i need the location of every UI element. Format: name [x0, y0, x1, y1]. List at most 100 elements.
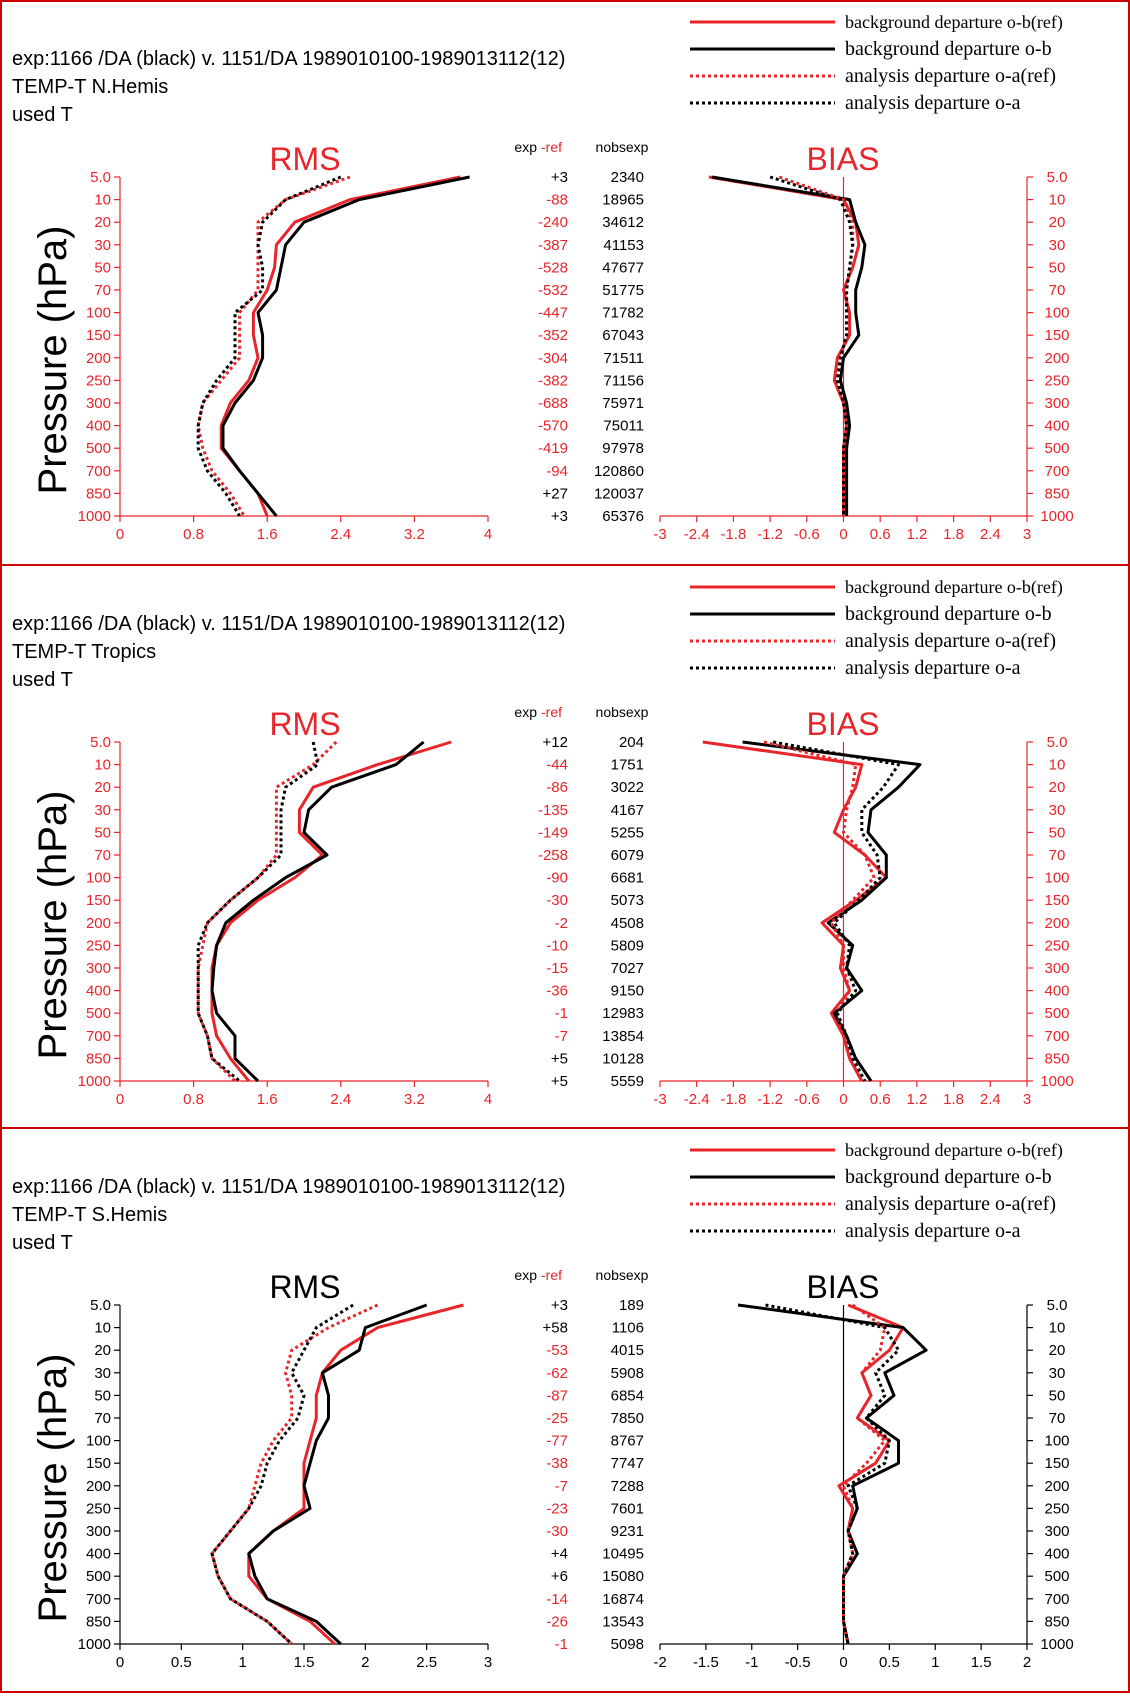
rms-y-tick-label: 700 [86, 1591, 111, 1608]
bias-y-tick-label: 250 [1044, 1500, 1069, 1517]
bias-y-tick-label: 70 [1049, 282, 1066, 299]
exp-ref-diff: -532 [538, 282, 568, 299]
exp-ref-diff: +3 [551, 169, 568, 186]
exp-ref-diff: -88 [546, 192, 568, 209]
rms-y-tick-label: 20 [94, 1342, 111, 1359]
bias-y-tick-label: 50 [1049, 824, 1066, 841]
rms-x-tick-label: 1.5 [294, 1654, 315, 1671]
rms-title: RMS [269, 141, 340, 177]
rms-series-1 [247, 1303, 464, 1646]
rms-y-tick-label: 100 [86, 870, 111, 887]
bias-series-2 [742, 740, 922, 1082]
bias-series-4 [772, 740, 900, 1082]
nobs-value: 10128 [602, 1050, 644, 1067]
nobs-header: nobsexp [596, 1267, 649, 1283]
nobs-value: 7601 [611, 1500, 644, 1517]
bias-y-tick-label: 5.0 [1047, 169, 1068, 186]
rms-y-tick-label: 100 [86, 1433, 111, 1450]
bias-x-tick-label: -0.6 [794, 526, 820, 543]
bias-series-2 [711, 175, 867, 516]
exp-ref-diff: +27 [543, 485, 568, 502]
rms-y-tick-label: 30 [94, 802, 111, 819]
bias-x-tick-label: 1.2 [906, 526, 927, 543]
rms-series-2 [221, 175, 470, 517]
exp-ref-diff: -258 [538, 847, 568, 864]
bias-y-tick-label: 500 [1044, 1568, 1069, 1585]
rms-series-2 [247, 1303, 428, 1646]
nobs-value: 189 [619, 1297, 644, 1314]
nobs-value: 5908 [611, 1365, 644, 1382]
bias-y-tick-label: 400 [1044, 418, 1069, 435]
bias-series-3 [763, 740, 876, 1082]
bias-x-tick-label: 0.5 [879, 1654, 900, 1671]
bias-y-tick-label: 30 [1049, 802, 1066, 819]
bias-x-tick-label: -1.5 [693, 1654, 719, 1671]
rms-series-4 [196, 175, 342, 517]
nobs-value: 16874 [602, 1591, 644, 1608]
nobs-value: 41153 [603, 237, 644, 254]
bias-x-tick-label: 1.8 [943, 526, 964, 543]
nobs-value: 10495 [602, 1546, 644, 1563]
panel-note: used T [12, 1232, 73, 1254]
rms-title: RMS [269, 706, 340, 742]
rms-y-tick-label: 400 [86, 1546, 111, 1563]
bias-y-tick-label: 200 [1044, 915, 1069, 932]
panel-title: exp:1166 /DA (black) v. 1151/DA 19890101… [12, 613, 565, 635]
nobs-value: 6079 [611, 847, 644, 864]
exp-ref-diff: -419 [538, 440, 568, 457]
rms-y-tick-label: 300 [86, 395, 111, 412]
legend-label-4: analysis departure o-a [845, 92, 1021, 114]
exp-ref-diff: -2 [555, 915, 568, 932]
panel-subtitle: TEMP-T N.Hemis [12, 76, 168, 98]
bias-x-tick-label: 0.6 [870, 1091, 891, 1108]
panel-title: exp:1166 /DA (black) v. 1151/DA 19890101… [12, 1176, 565, 1198]
bias-series-3 [842, 1303, 887, 1645]
bias-x-tick-label: -3 [653, 1091, 666, 1108]
legend-label-2: background departure o-b [845, 38, 1052, 60]
bias-title: BIAS [807, 141, 880, 177]
nobs-value: 71782 [602, 305, 644, 322]
legend-label-4: analysis departure o-a [845, 657, 1021, 679]
exp-ref-diff: -1 [555, 1005, 568, 1022]
exp-ref-diff: -94 [546, 463, 568, 480]
bias-y-tick-label: 1000 [1040, 1636, 1073, 1653]
bias-x-tick-label: 2 [1023, 1654, 1031, 1671]
panel-title: exp:1166 /DA (black) v. 1151/DA 19890101… [12, 48, 565, 70]
exp-ref-diff: -382 [538, 372, 568, 389]
exp-ref-diff: -36 [546, 983, 568, 1000]
exp-ref-diff: -86 [546, 779, 568, 796]
legend-label-1: background departure o-b(ref) [845, 1140, 1063, 1161]
rms-y-tick-label: 250 [86, 937, 111, 954]
nobs-value: 7850 [611, 1410, 644, 1427]
bias-y-tick-label: 10 [1049, 757, 1066, 774]
rms-y-tick-label: 10 [94, 757, 111, 774]
bias-x-tick-label: -0.5 [785, 1654, 811, 1671]
bias-y-tick-label: 30 [1049, 237, 1066, 254]
bias-y-tick-label: 10 [1049, 1320, 1066, 1337]
rms-x-tick-label: 0 [116, 526, 124, 543]
rms-x-tick-label: 4 [484, 1091, 492, 1108]
bias-x-tick-label: -1 [745, 1654, 758, 1671]
legend-label-2: background departure o-b [845, 603, 1052, 625]
rms-x-tick-label: 0 [116, 1654, 124, 1671]
nobs-value: 9150 [611, 983, 644, 1000]
bias-y-tick-label: 700 [1044, 1591, 1069, 1608]
bias-y-tick-label: 20 [1049, 1342, 1066, 1359]
rms-y-tick-label: 300 [86, 960, 111, 977]
bias-y-tick-label: 20 [1049, 214, 1066, 231]
exp-ref-diff: -15 [546, 960, 568, 977]
rms-y-tick-label: 1000 [78, 1636, 111, 1653]
exp-ref-diff: -38 [546, 1455, 568, 1472]
bias-y-tick-label: 400 [1044, 983, 1069, 1000]
rms-y-tick-label: 50 [94, 824, 111, 841]
rms-x-tick-label: 3.2 [404, 1091, 425, 1108]
legend-label-3: analysis departure o-a(ref) [845, 65, 1056, 87]
exp-ref-diff: -87 [546, 1387, 568, 1404]
exp-ref-diff: -149 [538, 824, 568, 841]
rms-x-tick-label: 2 [361, 1654, 369, 1671]
bias-x-tick-label: -1.2 [757, 1091, 783, 1108]
nobs-value: 4167 [611, 802, 644, 819]
rms-x-tick-label: 1 [238, 1654, 246, 1671]
rms-y-tick-label: 400 [86, 418, 111, 435]
